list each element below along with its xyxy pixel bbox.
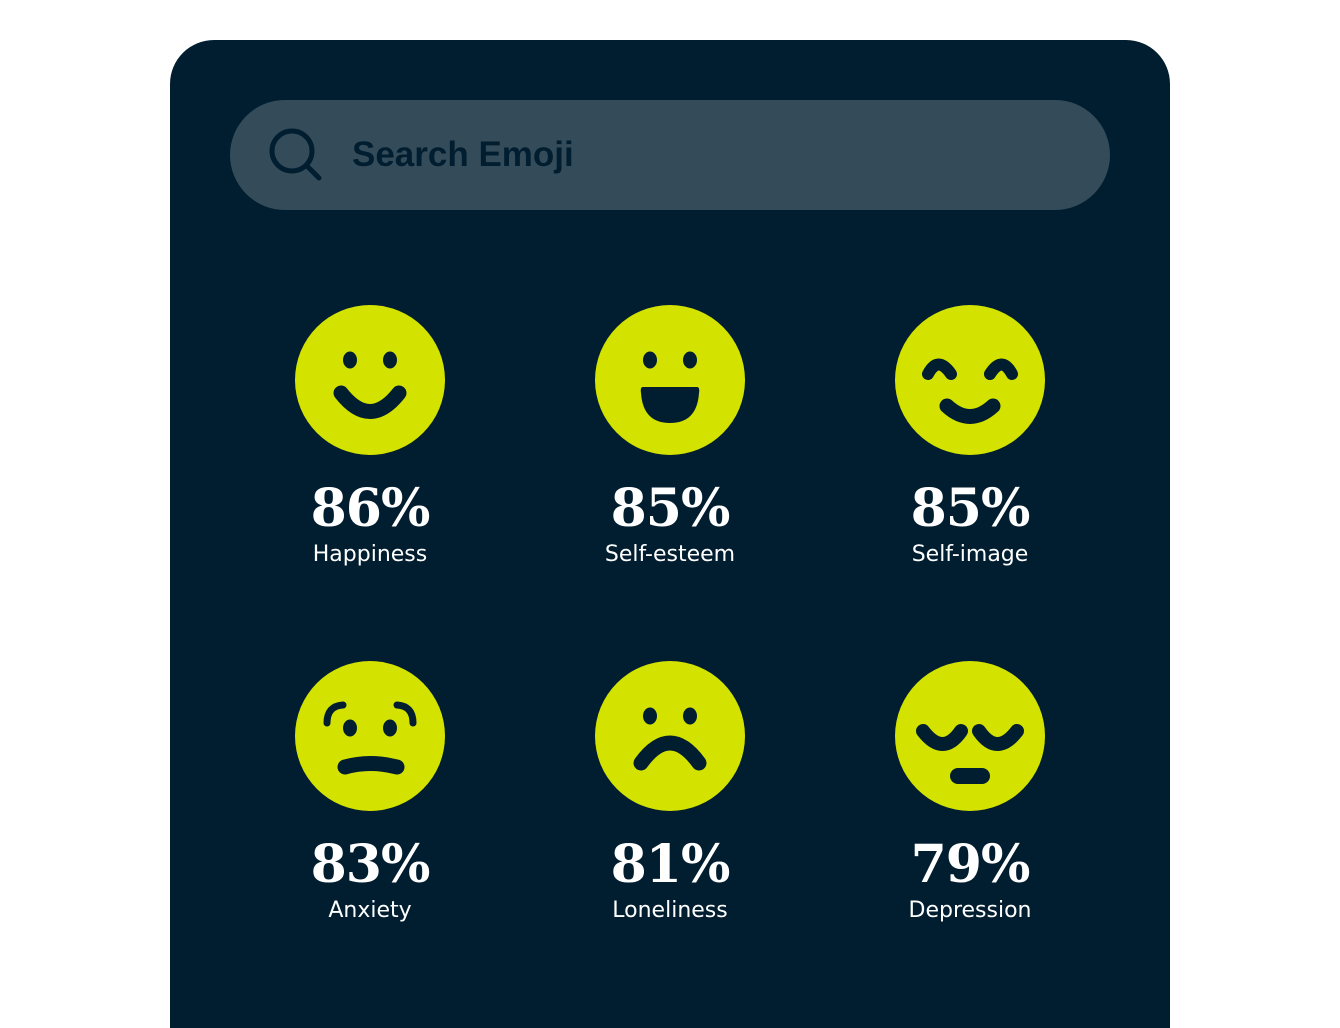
emotion-label: Self-esteem: [604, 542, 736, 567]
search-icon: [269, 128, 322, 181]
emoji-item-loneliness[interactable]: 81% Loneliness: [520, 661, 820, 927]
percentage: 86%: [310, 478, 431, 539]
emoji-item-self-image[interactable]: 85% Self-image: [820, 305, 1120, 571]
emotion-label: Happiness: [312, 542, 428, 567]
emoji-item-happiness[interactable]: 86% Happiness: [220, 305, 520, 571]
emotion-label: Anxiety: [328, 898, 412, 923]
pensive-face-icon: [895, 661, 1045, 811]
emoji-item-self-esteem[interactable]: 85% Self-esteem: [520, 305, 820, 571]
percentage: 83%: [310, 834, 431, 895]
emoji-card: Search Emoji 86% Happiness 85% Self-este…: [170, 40, 1170, 1028]
grinning-face-icon: [595, 305, 745, 455]
emotion-label: Loneliness: [612, 898, 728, 923]
smiling-eyes-face-icon: [895, 305, 1045, 455]
percentage: 85%: [910, 478, 1031, 539]
percentage: 85%: [610, 478, 731, 539]
emotion-label: Self-image: [911, 542, 1029, 567]
emoji-item-depression[interactable]: 79% Depression: [820, 661, 1120, 927]
smiling-face-icon: [295, 305, 445, 455]
anxious-face-icon: [295, 661, 445, 811]
search-input[interactable]: Search Emoji: [230, 100, 1110, 210]
percentage: 81%: [610, 834, 731, 895]
frowning-face-icon: [595, 661, 745, 811]
emotion-label: Depression: [908, 898, 1032, 923]
emoji-item-anxiety[interactable]: 83% Anxiety: [220, 661, 520, 927]
percentage: 79%: [910, 834, 1031, 895]
search-placeholder: Search Emoji: [352, 135, 574, 174]
